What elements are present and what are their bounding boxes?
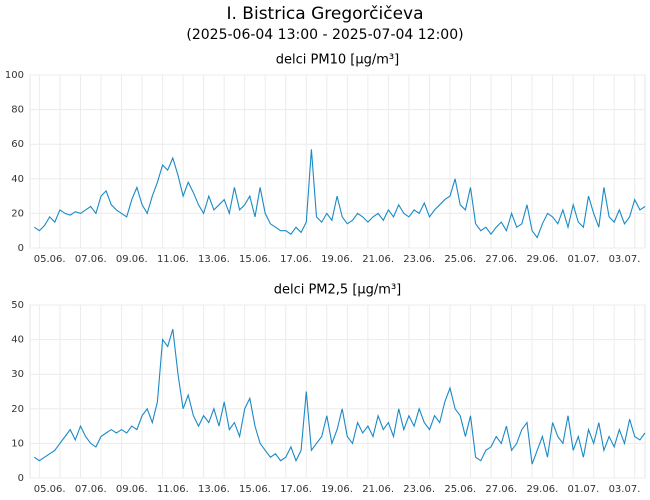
x-tick-label: 03.07. xyxy=(609,484,641,495)
y-tick-label: 0 xyxy=(18,243,24,254)
page-subtitle: (2025-06-04 13:00 - 2025-07-04 12:00) xyxy=(186,27,463,43)
x-tick-label: 13.06. xyxy=(198,484,230,495)
page-title: I. Bistrica Gregorčičeva xyxy=(226,4,423,24)
x-tick-label: 15.06. xyxy=(239,484,271,495)
x-tick-label: 27.06. xyxy=(485,254,517,265)
y-tick-label: 20 xyxy=(11,404,24,415)
x-tick-label: 23.06. xyxy=(403,484,435,495)
y-tick-label: 100 xyxy=(5,70,24,81)
x-tick-label: 27.06. xyxy=(485,484,517,495)
x-tick-label: 23.06. xyxy=(403,254,435,265)
x-tick-label: 09.06. xyxy=(116,484,148,495)
x-tick-label: 25.06. xyxy=(444,484,476,495)
plot-area xyxy=(29,304,646,479)
y-tick-label: 0 xyxy=(18,473,24,484)
y-tick-label: 30 xyxy=(11,369,24,380)
x-tick-label: 09.06. xyxy=(116,254,148,265)
data-line xyxy=(33,329,646,465)
data-line xyxy=(33,149,646,239)
x-tick-label: 29.06. xyxy=(526,254,558,265)
chart-title: delci PM10 [µg/m³] xyxy=(276,53,399,68)
x-tick-label: 07.06. xyxy=(75,254,107,265)
y-tick-label: 60 xyxy=(11,139,24,150)
x-tick-label: 19.06. xyxy=(321,254,353,265)
x-tick-label: 01.07. xyxy=(568,484,600,495)
x-tick-label: 05.06. xyxy=(34,484,66,495)
y-tick-label: 40 xyxy=(11,335,24,346)
plot-area xyxy=(29,74,646,249)
y-tick-label: 80 xyxy=(11,105,24,116)
x-tick-label: 07.06. xyxy=(75,484,107,495)
x-tick-label: 03.07. xyxy=(609,254,641,265)
x-tick-label: 29.06. xyxy=(526,484,558,495)
y-tick-label: 10 xyxy=(11,438,24,449)
x-tick-label: 17.06. xyxy=(280,484,312,495)
x-tick-label: 11.06. xyxy=(157,484,189,495)
x-tick-label: 19.06. xyxy=(321,484,353,495)
x-tick-label: 21.06. xyxy=(362,254,394,265)
y-tick-label: 50 xyxy=(11,300,24,311)
x-tick-label: 13.06. xyxy=(198,254,230,265)
y-tick-label: 20 xyxy=(11,208,24,219)
x-tick-label: 15.06. xyxy=(239,254,271,265)
x-tick-label: 21.06. xyxy=(362,484,394,495)
x-tick-label: 11.06. xyxy=(157,254,189,265)
x-tick-label: 01.07. xyxy=(568,254,600,265)
x-tick-label: 05.06. xyxy=(34,254,66,265)
x-tick-label: 17.06. xyxy=(280,254,312,265)
chart-title: delci PM2,5 [µg/m³] xyxy=(274,283,402,298)
y-tick-label: 40 xyxy=(11,174,24,185)
x-tick-label: 25.06. xyxy=(444,254,476,265)
